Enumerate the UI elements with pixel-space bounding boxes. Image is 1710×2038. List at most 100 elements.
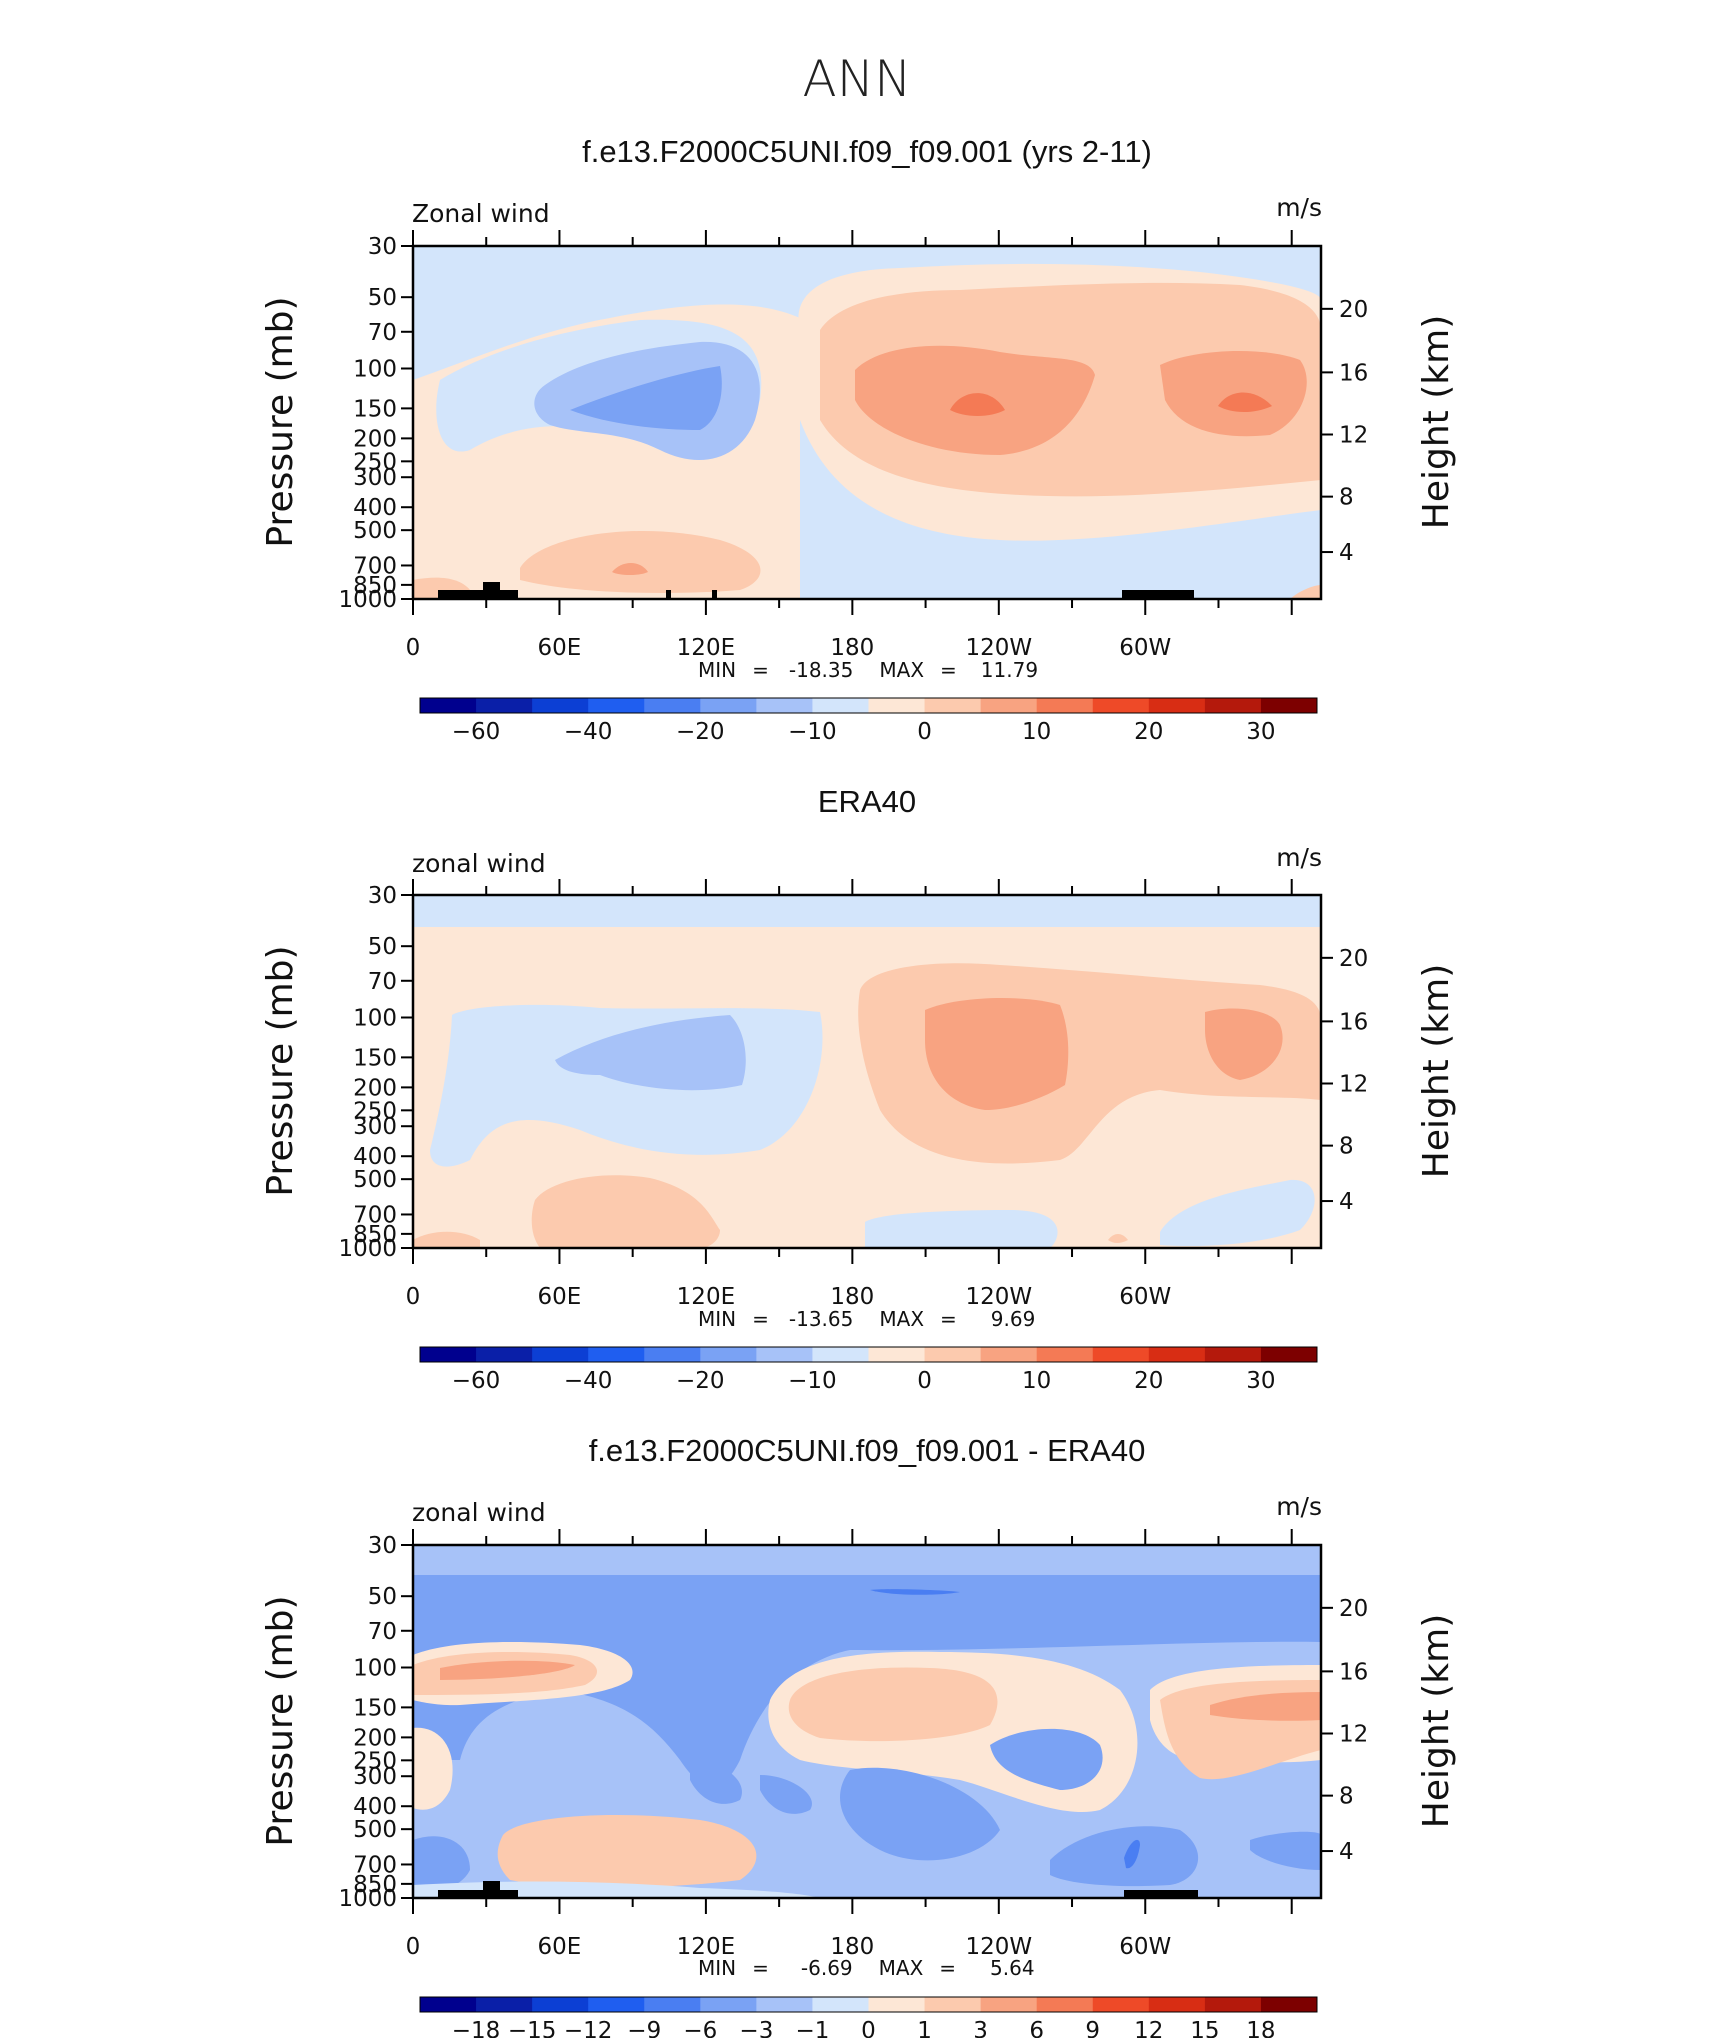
contour-fill	[1124, 1839, 1140, 1869]
min-label: MIN	[698, 1307, 736, 1331]
lon-tick-label: 180	[830, 1284, 874, 1310]
colorbar-swatch	[532, 1347, 589, 1362]
colorbar-label: −60	[452, 1368, 501, 1394]
colorbar-swatch	[868, 1347, 926, 1362]
pressure-tick-label: 700	[353, 553, 397, 579]
colorbar-label: 6	[1029, 2018, 1044, 2038]
y2-axis-label: Height (km)	[1416, 964, 1457, 1178]
lon-tick-label: 180	[830, 635, 874, 661]
colorbar-swatch	[1036, 1997, 1094, 2012]
lon-tick-label: 60W	[1119, 1284, 1171, 1310]
colorbar-label: −20	[676, 1368, 725, 1394]
colorbar-label: 0	[861, 2018, 876, 2038]
pressure-tick-label: 300	[353, 1764, 397, 1790]
axes-panel-3: 3050701001502002503004005007008501000201…	[338, 1529, 1368, 2038]
colorbar-swatch	[644, 1347, 701, 1362]
pressure-tick-label: 300	[353, 465, 397, 491]
lon-tick-label: 120W	[965, 1284, 1032, 1310]
min-value: -6.69	[801, 1956, 853, 1980]
colorbar-label: −15	[508, 2018, 557, 2038]
eq-sign: =	[752, 658, 769, 682]
pressure-tick-label: 500	[353, 1817, 397, 1843]
contour-fill	[413, 895, 1321, 927]
lon-tick-label: 120W	[965, 1934, 1032, 1960]
pressure-tick-label: 500	[353, 1167, 397, 1193]
contour-fill	[520, 530, 761, 593]
contour-fill	[990, 1728, 1103, 1790]
plot-frame	[411, 1543, 1323, 1900]
max-label: MAX	[879, 1307, 924, 1331]
lon-tick-label: 120E	[677, 1284, 735, 1310]
axes-panel-2: 3050701001502002503004005007008501000201…	[338, 879, 1368, 1394]
y-axis-label: Pressure (mb)	[260, 1595, 301, 1846]
colorbar-swatch	[924, 1347, 982, 1362]
pressure-tick-label: 1000	[338, 1886, 397, 1912]
min-label: MIN	[698, 1956, 736, 1980]
pressure-tick-label: 150	[353, 1045, 397, 1071]
pressure-tick-label: 150	[353, 1695, 397, 1721]
lon-tick-label: 120W	[965, 635, 1032, 661]
pressure-tick-label: 100	[353, 1005, 397, 1031]
pressure-tick-label: 300	[353, 1114, 397, 1140]
pressure-tick-label: 1000	[338, 587, 397, 613]
y-axis-label: Pressure (mb)	[260, 296, 301, 547]
pressure-tick-label: 30	[368, 234, 397, 260]
variable-label: zonal wind	[412, 849, 546, 878]
colorbar-label: 30	[1246, 719, 1275, 745]
min-max-readout: MIN = -13.65 MAX = 9.69	[698, 1307, 1035, 1331]
colorbar-label: −18	[452, 2018, 501, 2038]
pressure-tick-label: 500	[353, 518, 397, 544]
contour-fill	[612, 563, 648, 575]
colorbar-label: 9	[1085, 2018, 1100, 2038]
colorbar-swatch	[532, 698, 589, 713]
colorbar-label: 15	[1190, 2018, 1219, 2038]
colorbar-label: 18	[1246, 2018, 1275, 2038]
colorbar-label: 10	[1022, 719, 1051, 745]
colorbar-swatch	[1148, 1347, 1206, 1362]
colorbar-swatch	[532, 1997, 589, 2012]
colorbar-swatch	[1148, 698, 1206, 713]
colorbar-swatch	[476, 1347, 533, 1362]
contour-field	[413, 1545, 1321, 1898]
max-label: MAX	[879, 658, 924, 682]
height-tick-label: 12	[1339, 1722, 1368, 1748]
axes-panel-1: 3050701001502002503004005007008501000201…	[338, 230, 1368, 745]
pressure-tick-label: 400	[353, 1144, 397, 1170]
min-value: -13.65	[789, 1307, 853, 1331]
contour-fill	[690, 1760, 742, 1804]
colorbar-swatch	[1036, 698, 1094, 713]
min-label: MIN	[698, 658, 736, 682]
pressure-tick-label: 400	[353, 495, 397, 521]
lon-tick-label: 60W	[1119, 635, 1171, 661]
contour-fill	[1160, 1179, 1315, 1247]
colorbar-label: 30	[1246, 1368, 1275, 1394]
colorbar-swatch	[1148, 1997, 1206, 2012]
eq-sign: =	[752, 1956, 769, 1980]
contour-fill	[1250, 1831, 1321, 1870]
colorbar-swatch	[700, 1347, 757, 1362]
pressure-tick-label: 850	[353, 573, 397, 599]
colorbar-swatch	[644, 1997, 701, 2012]
colorbar-swatch	[588, 698, 645, 713]
pressure-tick-label: 70	[368, 320, 397, 346]
height-tick-label: 4	[1339, 1189, 1354, 1215]
colorbar-swatch	[644, 698, 701, 713]
lon-tick-label: 60E	[538, 635, 582, 661]
axes-and-colorbars: 3050701001502002503004005007008501000201…	[338, 230, 1368, 2038]
colorbar-swatch	[420, 1347, 477, 1362]
contour-fill	[555, 1015, 746, 1091]
contour-fill	[1160, 350, 1307, 437]
height-tick-label: 16	[1339, 1659, 1368, 1685]
colorbar-label: −10	[788, 1368, 837, 1394]
eq-sign: =	[939, 1956, 956, 1980]
plot-frame	[411, 244, 1323, 601]
colorbar-label: −3	[739, 2018, 773, 2038]
colorbar-swatch	[868, 698, 926, 713]
units-label: m/s	[1276, 193, 1322, 222]
colorbar-swatch	[868, 1997, 926, 2012]
pressure-tick-label: 250	[353, 449, 397, 475]
colorbar-label: −9	[627, 2018, 661, 2038]
lon-tick-label: 120E	[677, 1934, 735, 1960]
colorbar-frame	[419, 1996, 1318, 2013]
height-tick-label: 20	[1339, 297, 1368, 323]
